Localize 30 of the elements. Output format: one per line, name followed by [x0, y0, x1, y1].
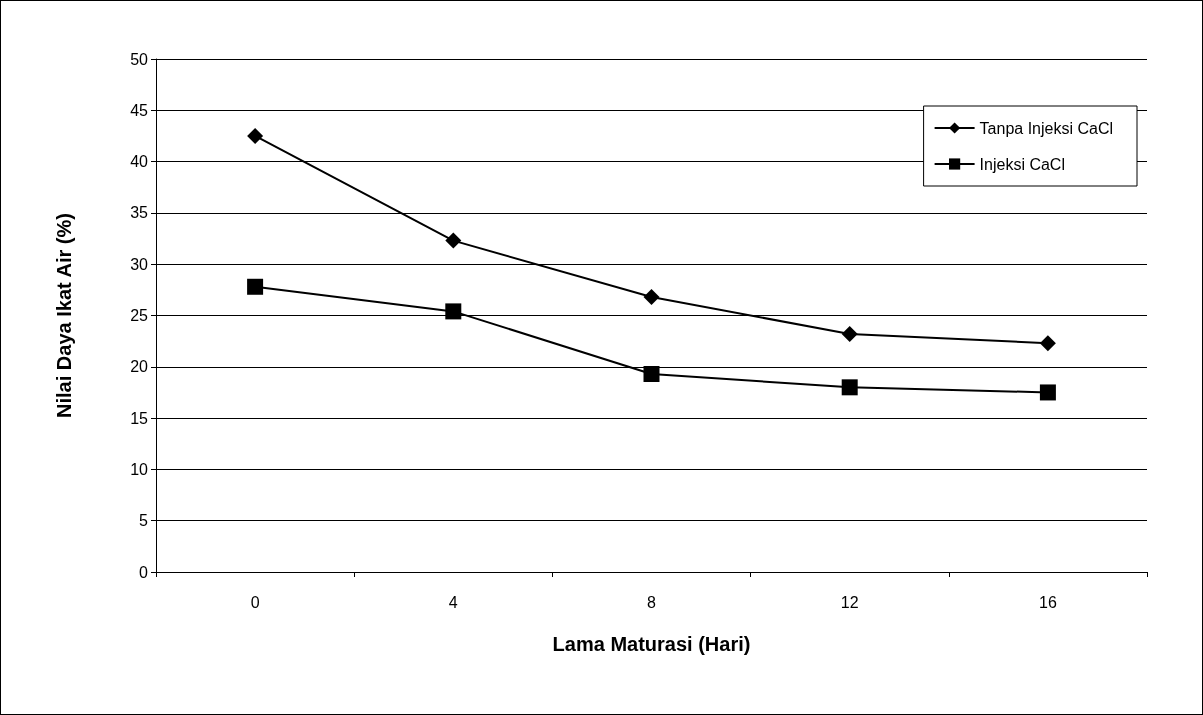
- x-axis-title: Lama Maturasi (Hari): [552, 633, 751, 655]
- x-tick-label: 8: [647, 593, 657, 611]
- y-tick-label: 25: [130, 307, 149, 324]
- y-tick-label: 50: [130, 50, 149, 68]
- point: [1039, 384, 1056, 401]
- point: [841, 379, 858, 396]
- y-tick-label: 20: [130, 358, 149, 376]
- point: [643, 365, 660, 382]
- x-tick-label: 0: [250, 593, 260, 611]
- legend-label: Injeksi CaCl: [979, 155, 1065, 173]
- point: [445, 303, 462, 320]
- y-tick-label: 15: [130, 409, 149, 427]
- y-tick-label: 30: [130, 255, 149, 273]
- y-tick-label: 35: [130, 204, 149, 222]
- x-tick-label: 4: [448, 593, 458, 611]
- legend-label: Tanpa Injeksi CaCl: [979, 119, 1114, 137]
- point: [841, 325, 858, 342]
- x-tick-label: 12: [840, 593, 859, 611]
- y-tick-label: 40: [130, 153, 149, 171]
- point: [247, 127, 264, 144]
- y-tick-label: 45: [130, 101, 149, 119]
- y-tick-label: 10: [130, 460, 149, 478]
- y-tick-label: 5: [139, 512, 149, 530]
- point: [1039, 335, 1056, 352]
- point: [643, 289, 660, 306]
- y-tick-label: 0: [139, 563, 149, 581]
- point: [445, 232, 462, 249]
- x-tick-label: 16: [1039, 593, 1057, 611]
- y-axis-title: Nilai Daya Ikat Air (%): [53, 213, 75, 418]
- point: [247, 278, 264, 295]
